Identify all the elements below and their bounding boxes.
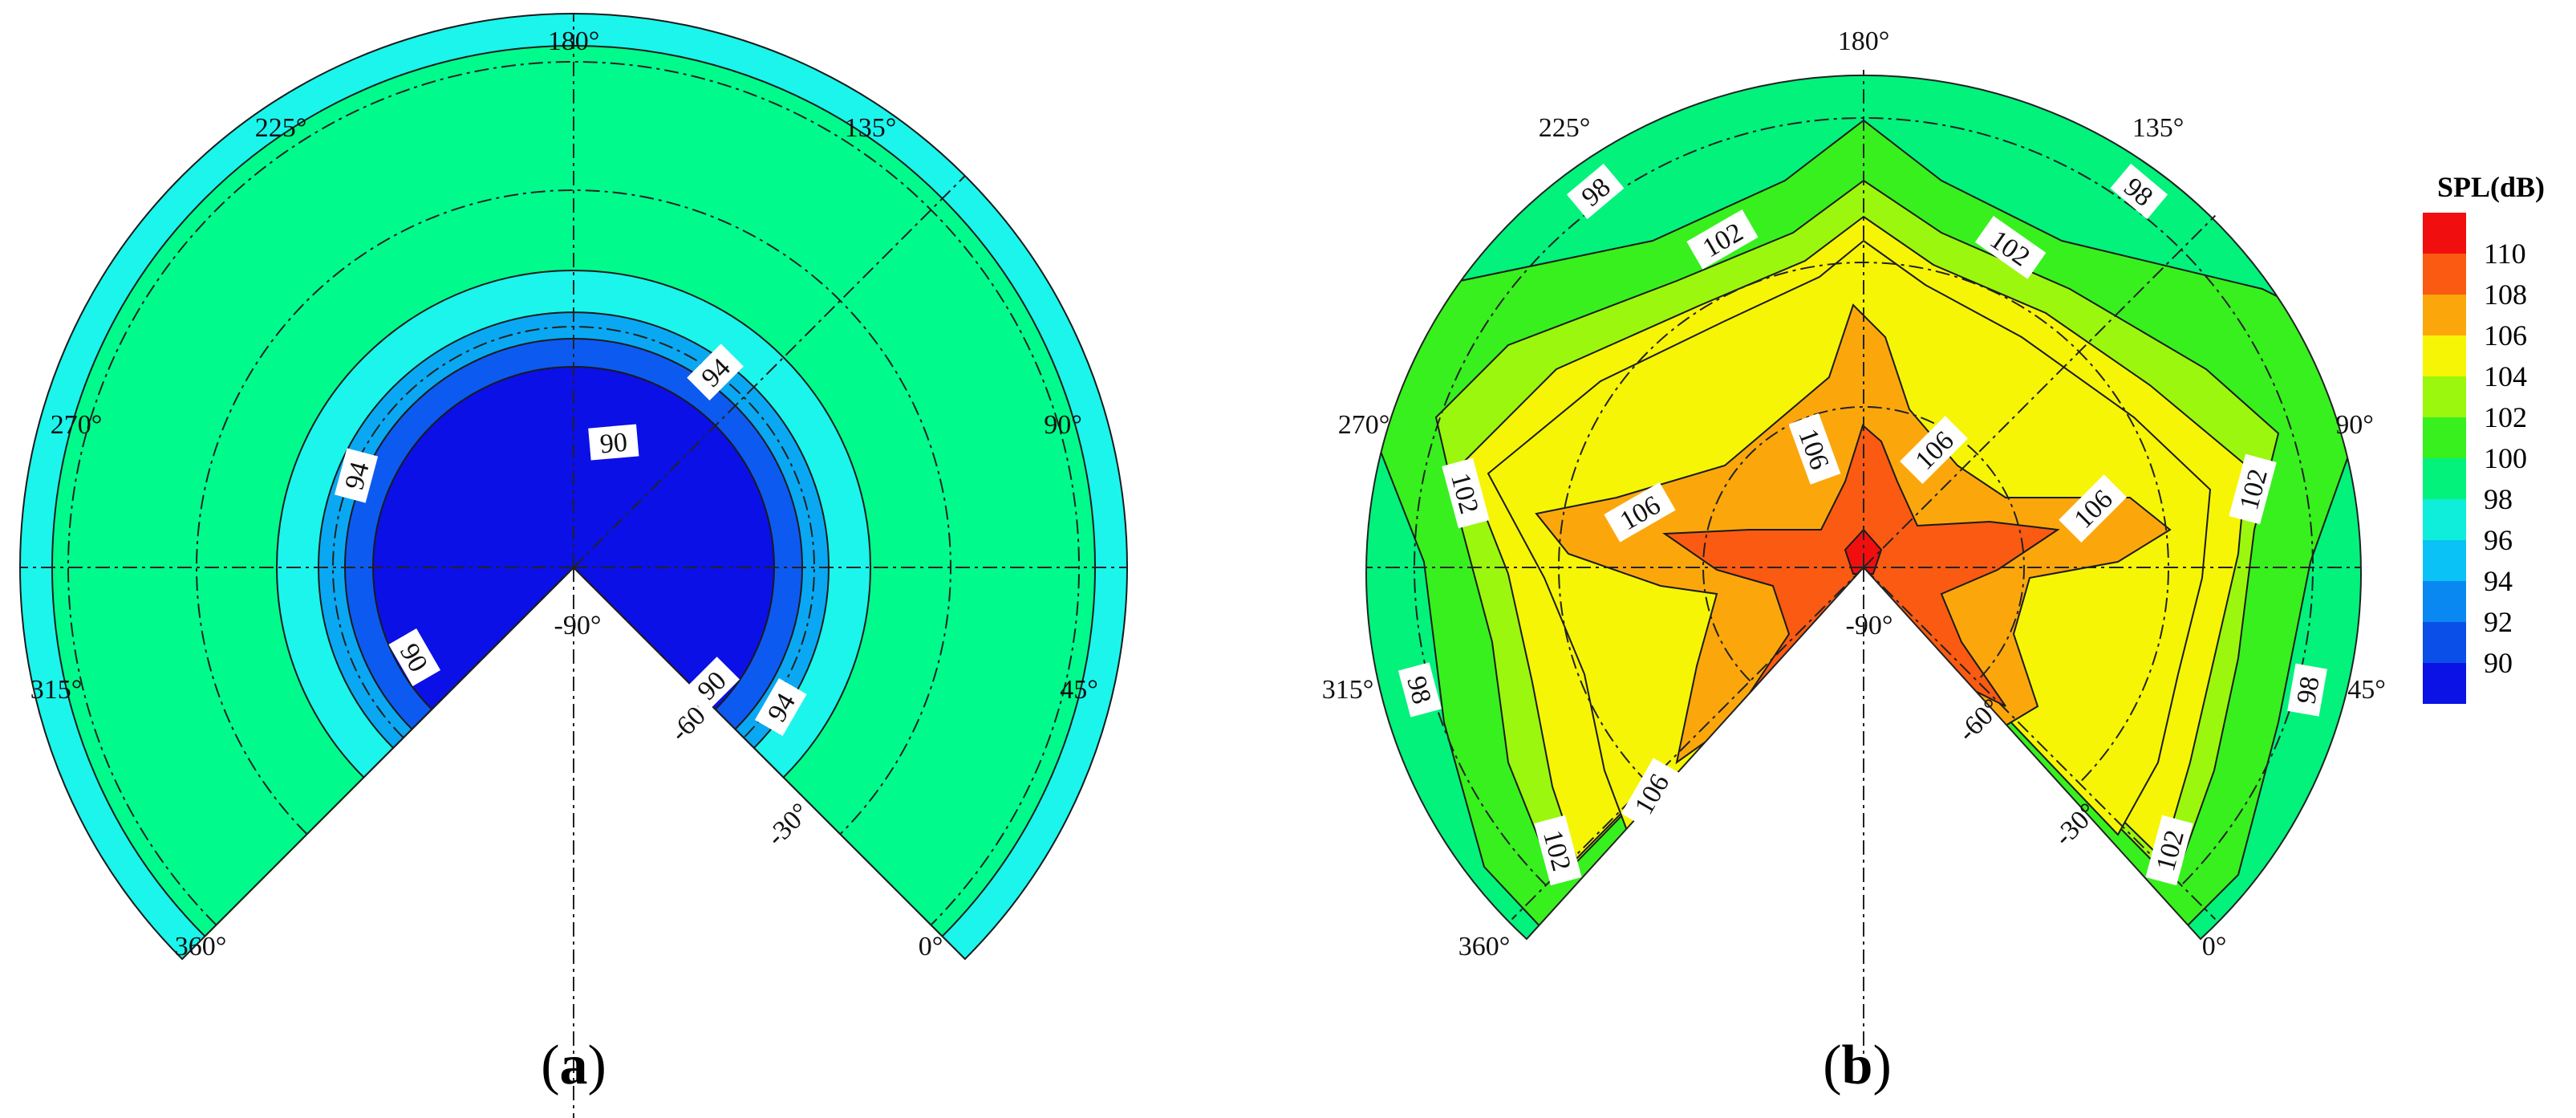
panel-b-label: (b) bbox=[1823, 1035, 1892, 1096]
a-tick-neg90: -90° bbox=[554, 611, 602, 640]
b-ring-gridline bbox=[1414, 117, 2314, 886]
panel-a-letter: a bbox=[560, 1035, 588, 1096]
a-radial-gridline bbox=[573, 175, 966, 568]
b-tick-180: 180° bbox=[1838, 26, 1890, 56]
b-ring-gridline bbox=[1702, 405, 2025, 682]
a-contour-label: 90 bbox=[588, 424, 639, 461]
a-ring-gridline bbox=[67, 61, 1080, 926]
b-tick-135: 135° bbox=[2132, 113, 2185, 143]
colorbar-tick-label: 106 bbox=[2484, 319, 2527, 352]
panel-a-label: (a) bbox=[541, 1035, 606, 1096]
b-tick-225: 225° bbox=[1539, 113, 1591, 143]
b-radial-gridline bbox=[1863, 214, 2217, 568]
b-tick-45: 45° bbox=[2347, 675, 2386, 705]
panel-a-angle-ticks: 180° 135° 225° 90° 270° 45° 315° 0° 360°… bbox=[30, 26, 1098, 961]
colorbar-tick-label: 102 bbox=[2484, 401, 2527, 433]
colorbar-swatch bbox=[2423, 376, 2466, 417]
colorbar-tick-label: 110 bbox=[2484, 238, 2526, 270]
colorbar: SPL(dB) 110 108 106 104 102 100 98 96 94 92 90 bbox=[2423, 171, 2545, 704]
b-tick-neg90: -90° bbox=[1846, 611, 1893, 640]
a-radial-gridline bbox=[573, 567, 966, 960]
panel-b-letter: b bbox=[1842, 1035, 1873, 1096]
a-tick-0: 0° bbox=[919, 932, 943, 961]
a-tick-315: 315° bbox=[30, 675, 83, 705]
colorbar-title: SPL(dB) bbox=[2437, 171, 2545, 203]
colorbar-labels: 110 108 106 104 102 100 98 96 94 92 90 bbox=[2484, 238, 2527, 679]
colorbar-tick-label: 90 bbox=[2484, 647, 2513, 679]
panel-a-polar-plot: 180° 135° 225° 90° 270° 45° 315° 0° 360°… bbox=[19, 13, 1128, 1118]
b-contour-label: 98 bbox=[1398, 662, 1442, 718]
colorbar-swatch bbox=[2423, 622, 2466, 663]
b-ring-gridline bbox=[1558, 262, 2169, 784]
a-contour-label: 94 bbox=[334, 448, 379, 503]
colorbar-tick-label: 94 bbox=[2484, 565, 2513, 597]
colorbar-swatch bbox=[2423, 213, 2466, 254]
colorbar-swatch bbox=[2423, 540, 2466, 581]
a-radial-gridline bbox=[181, 567, 574, 960]
colorbar-swatch bbox=[2423, 254, 2466, 295]
colorbar-tick-label: 92 bbox=[2484, 606, 2513, 638]
a-ring-gridline bbox=[196, 189, 951, 835]
a-tick-135: 135° bbox=[845, 113, 897, 143]
colorbar-tick-label: 108 bbox=[2484, 278, 2527, 311]
b-tick-360: 360° bbox=[1458, 932, 1511, 961]
panel-a-grid bbox=[20, 14, 1127, 1118]
colorbar-swatch bbox=[2423, 458, 2466, 499]
b-tick-0: 0° bbox=[2202, 932, 2227, 961]
colorbar-tick-label: 100 bbox=[2484, 442, 2527, 474]
a-tick-360: 360° bbox=[175, 932, 227, 961]
colorbar-tick-label: 96 bbox=[2484, 524, 2513, 556]
panel-b-polar-plot: 180° 135° 225° 90° 270° 45° 315° 0° 360°… bbox=[1322, 26, 2386, 1096]
a-tick-90: 90° bbox=[1044, 410, 1082, 440]
colorbar-swatch bbox=[2423, 295, 2466, 335]
b-tick-315: 315° bbox=[1322, 675, 1374, 705]
b-tick-90: 90° bbox=[2335, 410, 2374, 440]
a-tick-180: 180° bbox=[548, 26, 600, 56]
colorbar-tick-label: 104 bbox=[2484, 360, 2527, 392]
a-ring-gridline bbox=[332, 326, 815, 738]
a-tick-45: 45° bbox=[1060, 675, 1098, 705]
colorbar-swatch bbox=[2423, 417, 2466, 458]
colorbar-swatch bbox=[2423, 499, 2466, 540]
b-contour-label: 98 bbox=[2287, 663, 2327, 717]
colorbar-swatch bbox=[2423, 335, 2466, 376]
colorbar-tick-label: 98 bbox=[2484, 483, 2513, 515]
a-contour-label-text: 90 bbox=[598, 428, 628, 460]
colorbar-swatch bbox=[2423, 663, 2466, 704]
b-contour-label-text: 98 bbox=[2291, 674, 2325, 706]
b-band-110 bbox=[1844, 528, 1883, 575]
a-tick-225: 225° bbox=[255, 113, 307, 143]
a-tick-270: 270° bbox=[51, 410, 103, 440]
colorbar-swatch bbox=[2423, 581, 2466, 622]
colorbar-swatches bbox=[2423, 213, 2466, 704]
a-tick-neg30: -30° bbox=[761, 798, 816, 852]
b-tick-270: 270° bbox=[1338, 410, 1390, 440]
